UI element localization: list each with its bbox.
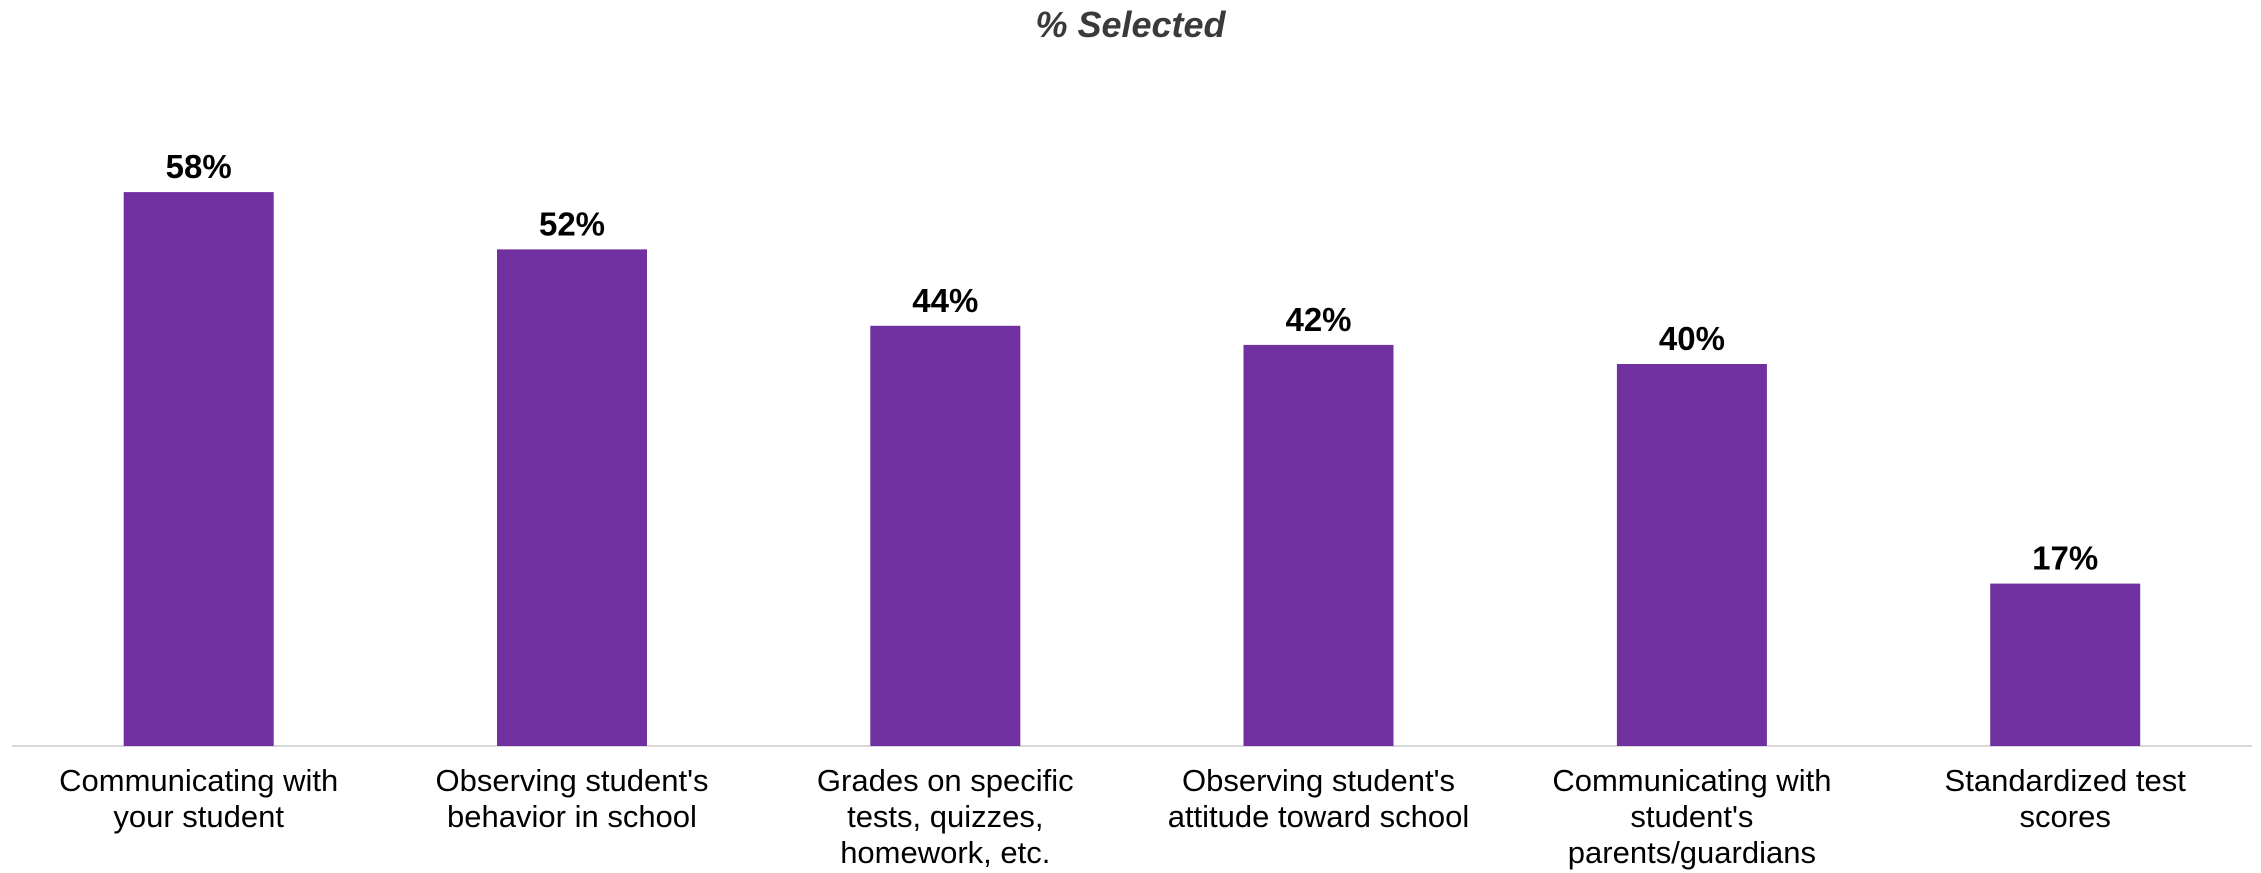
category-label: Observing student's attitude toward scho… — [1167, 763, 1470, 834]
data-labels-group: 58% 52% 44% 42% 40% 17% — [166, 148, 2099, 576]
bar — [123, 192, 274, 747]
category-label: Standardized test scores — [1944, 763, 2186, 834]
data-label: 42% — [1285, 301, 1351, 338]
data-label: 58% — [166, 148, 232, 185]
bar — [497, 249, 647, 746]
bar — [870, 325, 1021, 746]
chart-title: % Selected — [1035, 4, 1226, 45]
bar — [1616, 364, 1767, 746]
data-label: 52% — [539, 205, 605, 242]
category-label: Grades on specific tests, quizzes, homew… — [816, 763, 1074, 870]
bar — [1990, 583, 2141, 746]
bars-group — [123, 192, 2141, 747]
category-label: Communicating with your student — [59, 763, 339, 834]
data-label: 17% — [2032, 540, 2098, 577]
data-label: 44% — [912, 282, 978, 319]
category-label: Communicating with student's parents/gua… — [1552, 763, 1832, 870]
bar — [1243, 344, 1394, 746]
category-label: Observing student's behavior in school — [435, 763, 709, 834]
data-label: 40% — [1659, 320, 1725, 357]
